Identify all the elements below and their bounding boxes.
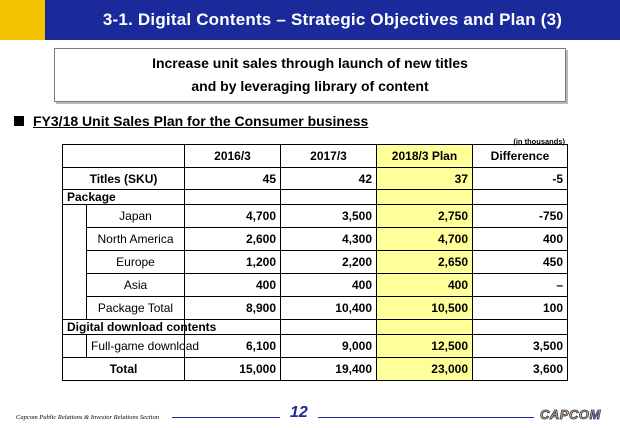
- table-cell: 400: [184, 273, 281, 297]
- column-header: Difference: [472, 144, 568, 168]
- table-cell: 12,500: [376, 334, 473, 358]
- table-cell: 3,500: [280, 204, 377, 228]
- row-label: Asia: [86, 273, 185, 297]
- section-heading-text: FY3/18 Unit Sales Plan for the Consumer …: [33, 113, 369, 129]
- table-cell: 400: [280, 273, 377, 297]
- group-cell: [184, 189, 281, 205]
- table-cell: 19,400: [280, 357, 377, 381]
- table-cell: 42: [280, 167, 377, 190]
- table-cell: 4,300: [280, 227, 377, 251]
- table-cell: 400: [376, 273, 473, 297]
- table-cell: 400: [472, 227, 568, 251]
- indent-cell: [62, 273, 87, 297]
- page-number: 12: [290, 404, 308, 421]
- title-bar: 3-1. Digital Contents – Strategic Object…: [0, 0, 620, 40]
- table-cell: 10,400: [280, 296, 377, 320]
- group-cell: [280, 319, 377, 335]
- table-header-row: 2016/3 2017/3 2018/3 Plan Difference: [62, 144, 568, 168]
- table-cell: 2,200: [280, 250, 377, 274]
- group-cell: [376, 189, 473, 205]
- table-cell: 4,700: [376, 227, 473, 251]
- square-bullet-icon: [14, 116, 24, 126]
- row-label: Full-game download: [86, 334, 199, 358]
- table-cell: 450: [472, 250, 568, 274]
- table-cell: 9,000: [280, 334, 377, 358]
- table-cell: 10,500: [376, 296, 473, 320]
- indent-cell: [62, 334, 87, 358]
- group-cell: [376, 319, 473, 335]
- indent-cell: [62, 250, 87, 274]
- footer-divider-right: [318, 417, 534, 418]
- capcom-logo: CAPCOM: [540, 407, 601, 423]
- footer-section-name: Capcom Public Relations & Investor Relat…: [16, 414, 159, 421]
- row-label: Total: [62, 357, 185, 381]
- group-label: Digital download contents: [62, 319, 216, 335]
- group-cell: [280, 189, 377, 205]
- banner-line-2: and by leveraging library of content: [191, 78, 429, 94]
- table-cell: 37: [376, 167, 473, 190]
- column-header-plan: 2018/3 Plan: [376, 144, 473, 168]
- group-row-digital: Digital download contents: [62, 319, 568, 335]
- group-label: Package: [62, 189, 185, 205]
- table-cell: –: [472, 273, 568, 297]
- unit-sales-table: 2016/3 2017/3 2018/3 Plan Difference Tit…: [62, 144, 568, 381]
- objective-banner: Increase unit sales through launch of ne…: [54, 48, 566, 102]
- unit-note: (in thousands): [513, 137, 565, 146]
- page-title: 3-1. Digital Contents – Strategic Object…: [45, 0, 620, 40]
- banner-line-1: Increase unit sales through launch of ne…: [152, 55, 468, 71]
- footer-divider-left: [172, 417, 280, 418]
- table-cell: 2,600: [184, 227, 281, 251]
- table-row: Asia 400 400 400 –: [62, 273, 568, 297]
- table-row-titles: Titles (SKU) 45 42 37 -5: [62, 167, 568, 190]
- row-label: Japan: [86, 204, 185, 228]
- table-cell: 23,000: [376, 357, 473, 381]
- table-cell: 3,600: [472, 357, 568, 381]
- table-cell: -750: [472, 204, 568, 228]
- indent-cell: [62, 204, 87, 228]
- table-cell: -5: [472, 167, 568, 190]
- row-label: North America: [86, 227, 185, 251]
- table-row-total: Total 15,000 19,400 23,000 3,600: [62, 357, 568, 381]
- table-row: Europe 1,200 2,200 2,650 450: [62, 250, 568, 274]
- table-cell: 100: [472, 296, 568, 320]
- table-cell: 8,900: [184, 296, 281, 320]
- table-row: North America 2,600 4,300 4,700 400: [62, 227, 568, 251]
- table-cell: 3,500: [472, 334, 568, 358]
- group-row-package: Package: [62, 189, 568, 205]
- table-cell: 15,000: [184, 357, 281, 381]
- indent-cell: [62, 227, 87, 251]
- table-cell: 2,750: [376, 204, 473, 228]
- title-accent-block: [0, 0, 45, 40]
- table-cell: 1,200: [184, 250, 281, 274]
- table-cell: 2,650: [376, 250, 473, 274]
- table-row-package-total: Package Total 8,900 10,400 10,500 100: [62, 296, 568, 320]
- table-row: Full-game download 6,100 9,000 12,500 3,…: [62, 334, 568, 358]
- row-label: Titles (SKU): [62, 167, 185, 190]
- group-cell: [472, 189, 568, 205]
- indent-cell: [62, 296, 87, 320]
- table-cell: 45: [184, 167, 281, 190]
- table-row: Japan 4,700 3,500 2,750 -750: [62, 204, 568, 228]
- row-label: Package Total: [86, 296, 185, 320]
- column-header: 2016/3: [184, 144, 281, 168]
- table-cell: 4,700: [184, 204, 281, 228]
- row-label: Europe: [86, 250, 185, 274]
- group-cell: [472, 319, 568, 335]
- section-heading: FY3/18 Unit Sales Plan for the Consumer …: [14, 113, 368, 129]
- header-empty-cell: [62, 144, 185, 168]
- column-header: 2017/3: [280, 144, 377, 168]
